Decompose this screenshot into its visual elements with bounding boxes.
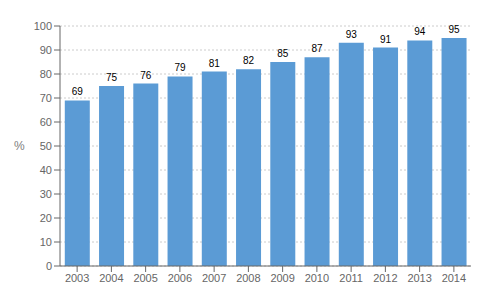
svg-text:40: 40 [40, 164, 52, 176]
svg-text:93: 93 [346, 29, 358, 40]
svg-text:30: 30 [40, 188, 52, 200]
svg-text:100: 100 [34, 20, 52, 32]
svg-text:2014: 2014 [442, 272, 466, 284]
svg-text:2004: 2004 [99, 272, 123, 284]
svg-text:50: 50 [40, 140, 52, 152]
svg-text:95: 95 [448, 24, 460, 35]
svg-text:94: 94 [414, 26, 426, 37]
svg-text:20: 20 [40, 212, 52, 224]
svg-text:87: 87 [311, 43, 323, 54]
svg-text:2011: 2011 [339, 272, 363, 284]
svg-text:0: 0 [46, 260, 52, 272]
svg-text:80: 80 [40, 68, 52, 80]
svg-text:2012: 2012 [373, 272, 397, 284]
svg-text:60: 60 [40, 116, 52, 128]
svg-text:70: 70 [40, 92, 52, 104]
svg-text:%: % [14, 139, 25, 153]
svg-text:2007: 2007 [202, 272, 226, 284]
svg-text:2013: 2013 [407, 272, 431, 284]
svg-text:76: 76 [140, 70, 152, 81]
svg-text:85: 85 [277, 48, 289, 59]
svg-text:82: 82 [243, 55, 255, 66]
svg-text:79: 79 [174, 62, 186, 73]
svg-text:2008: 2008 [236, 272, 260, 284]
svg-text:81: 81 [209, 58, 221, 69]
svg-text:69: 69 [72, 86, 84, 97]
svg-text:91: 91 [380, 34, 392, 45]
svg-text:2006: 2006 [168, 272, 192, 284]
svg-text:2009: 2009 [270, 272, 294, 284]
svg-text:75: 75 [106, 72, 118, 83]
svg-text:10: 10 [40, 236, 52, 248]
svg-text:2005: 2005 [133, 272, 157, 284]
svg-text:90: 90 [40, 44, 52, 56]
svg-text:2010: 2010 [305, 272, 329, 284]
svg-text:2003: 2003 [65, 272, 89, 284]
